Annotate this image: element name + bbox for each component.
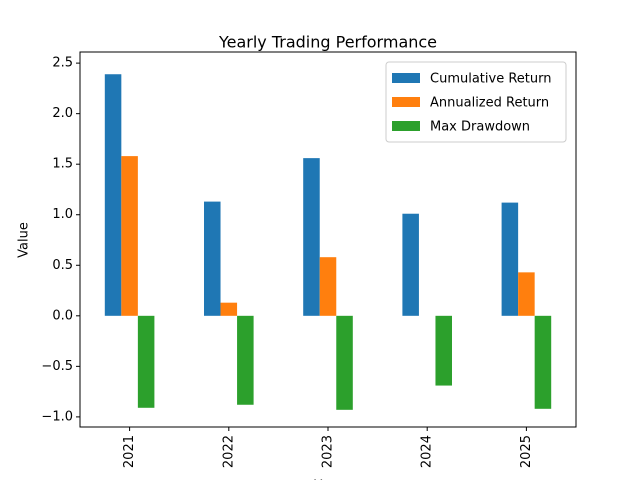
bar — [303, 158, 320, 316]
legend-swatch — [392, 73, 420, 83]
chart-title: Yearly Trading Performance — [218, 33, 437, 52]
bar — [501, 202, 519, 316]
y-tick-label: −0.5 — [41, 359, 73, 374]
x-tick-label: 2021 — [122, 435, 137, 468]
bar — [336, 315, 353, 410]
bar — [137, 315, 155, 408]
x-tick-label: 2024 — [420, 435, 435, 468]
y-tick-label: 1.5 — [52, 157, 73, 172]
legend-swatch — [392, 121, 420, 131]
legend: Cumulative Return Annualized Return Max Dr… — [385, 61, 567, 143]
bar — [319, 257, 337, 316]
bar — [237, 315, 254, 405]
y-tick-label: −1.0 — [41, 409, 73, 424]
y-tick-label: 0.0 — [52, 308, 73, 323]
x-tick-label: 2022 — [221, 435, 236, 468]
legend-box — [385, 61, 567, 143]
y-axis-label: Value — [17, 222, 32, 258]
y-tick-label: 2.0 — [52, 106, 73, 121]
bar — [518, 272, 535, 316]
bar — [534, 315, 552, 409]
plot-frame — [79, 51, 577, 428]
y-tick-label: 2.5 — [52, 56, 73, 71]
bar — [402, 213, 419, 316]
bar — [121, 156, 138, 316]
x-axis-label: Year — [313, 479, 342, 480]
legend-label: Max Drawdown — [430, 120, 530, 135]
bar — [435, 315, 452, 386]
y-tick-label: 1.0 — [52, 207, 73, 222]
legend-label: Cumulative Return — [430, 72, 551, 87]
legend-swatch — [392, 97, 420, 107]
bar — [220, 302, 238, 316]
x-tick-label: 2025 — [519, 435, 534, 468]
legend-label: Annualized Return — [430, 96, 549, 111]
x-tick-label: 2023 — [321, 435, 336, 468]
bar — [104, 74, 122, 316]
y-tick-label: 0.5 — [52, 258, 73, 273]
bar — [204, 201, 221, 316]
